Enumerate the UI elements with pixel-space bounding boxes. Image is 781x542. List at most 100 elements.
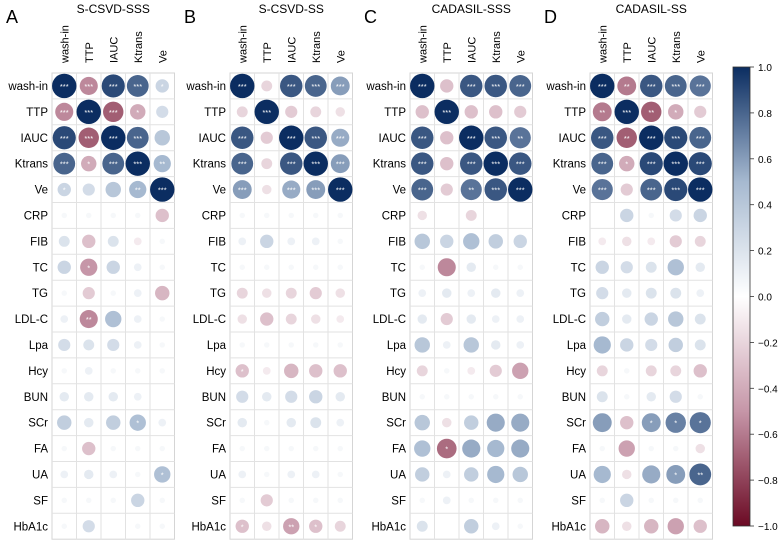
correlation-circle — [460, 152, 483, 175]
panel-letter: C — [364, 7, 377, 27]
correlation-circle — [238, 237, 247, 246]
correlation-circle — [285, 313, 297, 325]
correlation-circle — [159, 264, 165, 270]
correlation-circle — [418, 289, 427, 298]
correlation-circle — [261, 80, 273, 92]
correlation-circle — [644, 312, 658, 326]
correlation-circle — [693, 519, 707, 533]
correlation-circle — [459, 125, 484, 150]
correlation-circle — [110, 368, 116, 374]
correlation-circle — [309, 390, 323, 404]
significance-label: ** — [468, 186, 474, 195]
correlation-circle — [440, 312, 453, 326]
correlation-circle — [150, 177, 175, 202]
correlation-circle — [596, 287, 609, 300]
correlation-circle — [58, 338, 71, 352]
correlation-circle — [335, 288, 345, 298]
correlation-circle — [131, 493, 145, 508]
colorbar-tick-label: 0.8 — [758, 109, 772, 120]
significance-label: ** — [624, 82, 630, 91]
correlation-circle — [440, 131, 454, 145]
significance-label: *** — [491, 82, 500, 91]
correlation-circle — [287, 237, 296, 246]
correlation-circle — [102, 152, 125, 175]
significance-label: *** — [238, 160, 247, 169]
significance-label: *** — [287, 186, 296, 195]
significance-label: *** — [671, 186, 680, 195]
significance-label: *** — [60, 160, 69, 169]
significance-label: *** — [336, 186, 345, 195]
significance-label: *** — [262, 108, 271, 117]
correlation-circle — [644, 519, 659, 534]
correlation-circle — [288, 445, 294, 452]
correlation-circle — [669, 390, 682, 403]
significance-label: *** — [311, 186, 320, 195]
significance-label: *** — [598, 160, 607, 169]
correlation-circle — [330, 154, 350, 174]
correlation-circle — [593, 336, 611, 354]
correlation-circle — [595, 311, 610, 327]
correlation-circle — [337, 238, 343, 245]
correlation-circle — [618, 440, 635, 457]
correlation-circle — [154, 130, 170, 146]
correlation-circle — [239, 264, 245, 270]
significance-label: *** — [336, 134, 345, 143]
row-label: Ktrans — [193, 159, 226, 171]
correlation-circle — [622, 314, 632, 324]
row-label: FIB — [568, 236, 586, 248]
correlation-circle — [309, 364, 323, 378]
correlation-circle — [82, 520, 95, 533]
colorbar-tick-label: 0.4 — [758, 201, 772, 212]
row-label: Lpa — [29, 340, 49, 352]
colorbar: 1.0 0.8 0.6 0.4 0.2 0.0 −0.2 −0.4 −0.6 −0.8 −1.0 — [732, 63, 778, 533]
correlation-circle — [415, 467, 430, 482]
column-label: IAUC — [108, 37, 120, 63]
correlation-circle — [464, 519, 479, 534]
correlation-circle — [598, 237, 607, 246]
column-label: Ve — [157, 50, 169, 63]
correlation-circle — [279, 125, 304, 150]
correlation-circle — [511, 413, 530, 432]
correlation-circle — [468, 497, 474, 504]
correlation-circle — [282, 180, 301, 199]
correlation-circle — [511, 439, 530, 458]
correlation-circle — [109, 470, 118, 479]
correlation-circle — [467, 366, 476, 375]
correlation-circle — [288, 264, 294, 270]
significance-label: * — [241, 367, 244, 376]
column-label: IAUC — [466, 37, 478, 63]
correlation-circle — [130, 104, 146, 120]
correlation-circle — [440, 79, 454, 93]
correlation-circle — [61, 523, 67, 529]
row-label: UA — [570, 469, 586, 481]
row-label: wash-in — [365, 81, 406, 93]
correlation-circle — [517, 212, 523, 219]
row-label: wash-in — [185, 81, 226, 93]
significance-label: *** — [133, 134, 142, 143]
correlation-circle — [616, 127, 637, 148]
correlation-circle — [648, 212, 654, 219]
correlation-circle — [310, 417, 322, 429]
correlation-circle — [254, 99, 279, 125]
correlation-circle — [135, 368, 141, 374]
correlation-circle — [288, 212, 294, 219]
correlation-circle — [414, 233, 430, 250]
correlation-circle — [283, 518, 300, 535]
correlation-circle — [619, 155, 635, 172]
correlation-circle — [82, 183, 95, 196]
correlation-circle — [486, 413, 505, 432]
significance-label: *** — [467, 160, 476, 169]
correlation-circle — [159, 497, 165, 504]
correlation-circle — [689, 126, 712, 149]
row-label: Ve — [213, 185, 226, 197]
correlation-circle — [517, 523, 523, 529]
correlation-circle — [236, 390, 249, 403]
correlation-circle — [595, 260, 609, 274]
correlation-circle — [60, 470, 69, 479]
correlation-circle — [419, 497, 425, 504]
correlation-circle — [79, 310, 98, 329]
correlation-circle — [55, 102, 74, 121]
significance-label: * — [87, 263, 90, 272]
row-label: Ktrans — [15, 159, 48, 171]
correlation-circle — [620, 183, 633, 196]
